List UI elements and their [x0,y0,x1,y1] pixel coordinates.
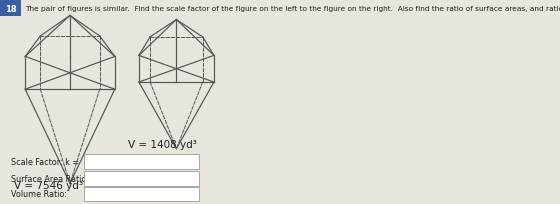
Text: Volume Ratio:: Volume Ratio: [11,190,67,198]
Text: V = 7546 yd³: V = 7546 yd³ [14,180,83,190]
FancyBboxPatch shape [84,171,199,186]
Text: V = 1408 yd³: V = 1408 yd³ [128,139,197,149]
FancyBboxPatch shape [0,1,21,17]
FancyBboxPatch shape [84,187,199,201]
Text: 18: 18 [5,4,16,13]
FancyBboxPatch shape [84,155,199,169]
Text: Scale Factor: k =: Scale Factor: k = [11,157,80,166]
Text: Surface Area Ratio:: Surface Area Ratio: [11,174,89,183]
Text: The pair of figures is similar.  Find the scale factor of the figure on the left: The pair of figures is similar. Find the… [25,6,560,12]
